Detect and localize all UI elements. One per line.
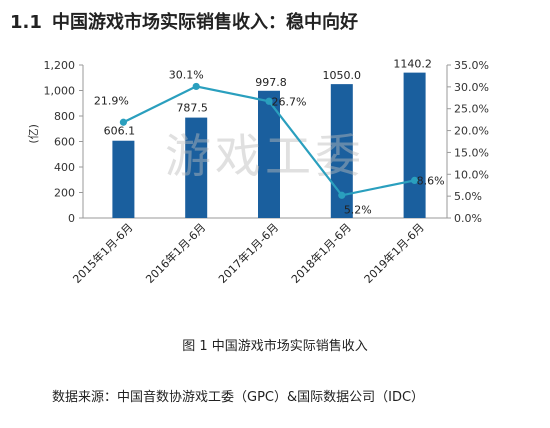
- figure-caption: 图 1 中国游戏市场实际销售收入: [182, 339, 368, 354]
- right-tick-label: 20.0%: [454, 125, 489, 138]
- bar-value-label: 1140.2: [393, 58, 432, 71]
- left-tick-label: 1,200: [44, 59, 76, 72]
- growth-rate-point: [338, 191, 346, 199]
- growth-rate-label: 8.6%: [417, 174, 445, 187]
- bar: [403, 72, 426, 218]
- bar: [258, 90, 280, 218]
- right-tick-label: 35.0%: [454, 59, 489, 72]
- x-tick-label: 2018年1月-6月: [288, 220, 354, 286]
- data-source-note: 数据来源：中国音数协游戏工委（GPC）&国际数据公司（IDC）: [52, 390, 425, 405]
- x-tick-label: 2016年1月-6月: [143, 220, 209, 286]
- right-tick-label: 5.0%: [454, 190, 482, 203]
- right-tick-label: 15.0%: [454, 146, 489, 159]
- growth-rate-label: 21.9%: [94, 94, 129, 107]
- growth-rate-label: 26.7%: [272, 95, 307, 108]
- bar-value-label: 606.1: [104, 125, 136, 138]
- bar: [112, 140, 135, 218]
- left-tick-label: 400: [54, 161, 75, 174]
- y-axis-label: (亿): [27, 124, 40, 144]
- right-tick-label: 30.0%: [454, 81, 489, 94]
- left-tick-label: 1,000: [44, 85, 76, 98]
- section-heading: 1.1 中国游戏市场实际销售收入：稳中向好: [10, 8, 358, 34]
- growth-rate-label: 30.1%: [169, 68, 204, 81]
- x-tick-label: 2019年1月-6月: [361, 220, 427, 286]
- bar-value-label: 997.8: [255, 76, 287, 89]
- watermark-text: 游戏工委: [165, 129, 365, 183]
- right-tick-label: 0.0%: [454, 212, 482, 225]
- left-tick-label: 0: [68, 212, 75, 225]
- section-number: 1.1: [10, 12, 42, 33]
- growth-rate-point: [119, 118, 127, 126]
- x-tick-label: 2017年1月-6月: [215, 220, 281, 286]
- x-tick-label: 2015年1月-6月: [70, 220, 136, 286]
- bar-value-label: 787.5: [176, 102, 208, 115]
- left-tick-label: 800: [54, 110, 75, 123]
- section-title: 中国游戏市场实际销售收入：稳中向好: [52, 12, 358, 33]
- growth-rate-point: [265, 97, 273, 105]
- left-tick-label: 200: [54, 187, 75, 200]
- growth-rate-point: [192, 82, 200, 91]
- sales-revenue-chart: 0 200 400 600 800 1,000 1,200 0.0% 5.0% 10.0% 15.0…: [27, 58, 489, 286]
- bar: [185, 117, 208, 218]
- growth-rate-point: [411, 176, 419, 185]
- right-tick-label: 10.0%: [454, 168, 489, 181]
- bar-value-label: 1050.0: [323, 69, 362, 82]
- right-tick-label: 25.0%: [454, 103, 489, 116]
- bar: [330, 84, 353, 218]
- left-tick-label: 600: [54, 136, 75, 149]
- growth-rate-label: 5.2%: [344, 203, 372, 216]
